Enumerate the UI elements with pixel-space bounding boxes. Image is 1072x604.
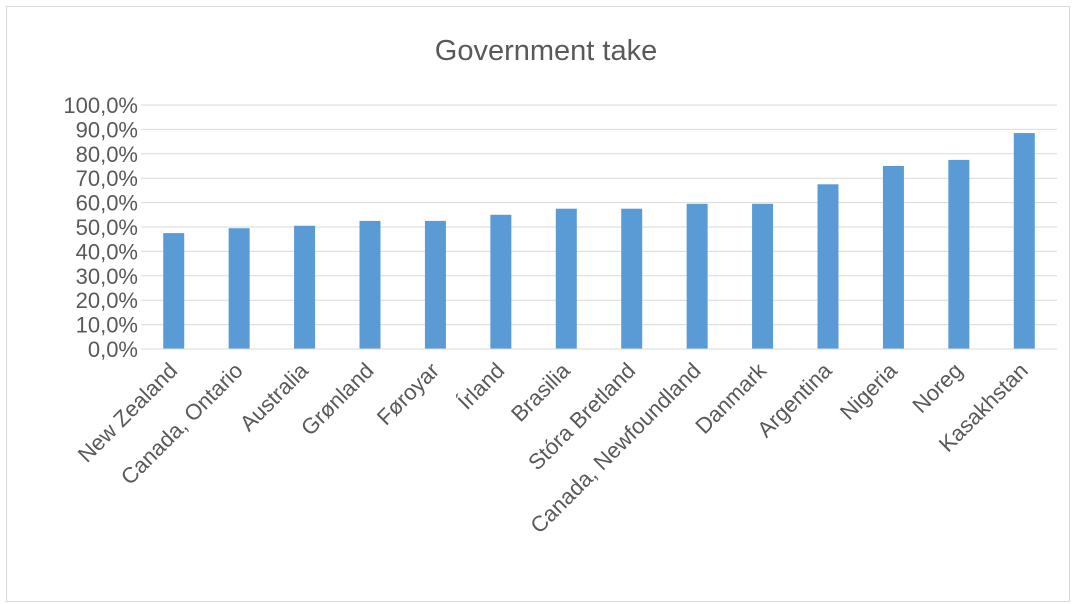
x-category-label: Føroyar <box>372 358 444 430</box>
bars <box>163 133 1035 349</box>
bar <box>163 233 185 349</box>
bar <box>555 208 577 349</box>
bar <box>1013 133 1035 349</box>
bar <box>686 203 708 349</box>
y-tick-label: 0,0% <box>88 337 138 362</box>
bar <box>294 225 316 349</box>
bar <box>490 214 512 349</box>
y-tick-label: 50,0% <box>76 215 138 240</box>
x-category-label: Írland <box>453 358 510 415</box>
bar <box>621 208 643 349</box>
y-tick-label: 80,0% <box>76 142 138 167</box>
chart-title: Government take <box>435 35 657 67</box>
y-tick-label: 40,0% <box>76 239 138 264</box>
bar <box>882 166 904 349</box>
x-category-label: Canada, Ontario <box>116 358 248 490</box>
x-category-label: Grønland <box>296 358 379 441</box>
bar <box>948 159 970 349</box>
x-category-label: Nigeria <box>835 357 903 425</box>
gridlines <box>141 104 1057 326</box>
y-tick-label: 20,0% <box>76 288 138 313</box>
y-axis-tick-labels: 0,0%10,0%20,0%30,0%40,0%50,0%60,0%70,0%8… <box>63 93 138 362</box>
y-tick-label: 10,0% <box>76 313 138 338</box>
bar <box>752 203 774 349</box>
y-tick-label: 60,0% <box>76 191 138 216</box>
x-category-label: Noreg <box>907 358 967 418</box>
bar <box>228 228 250 349</box>
y-tick-label: 90,0% <box>76 117 138 142</box>
bar <box>817 184 839 349</box>
y-tick-label: 30,0% <box>76 264 138 289</box>
bar <box>359 220 381 349</box>
bar <box>424 220 446 349</box>
y-tick-label: 70,0% <box>76 166 138 191</box>
y-tick-label: 100,0% <box>63 93 138 118</box>
